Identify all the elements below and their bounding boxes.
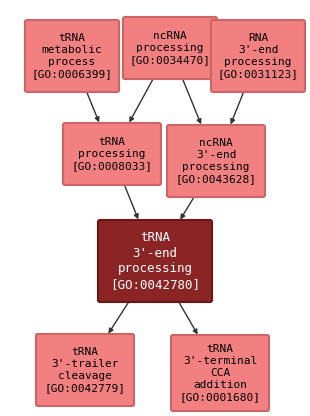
Text: RNA
3'-end
processing
[GO:0031123]: RNA 3'-end processing [GO:0031123] <box>218 33 299 79</box>
Text: tRNA
metabolic
process
[GO:0006399]: tRNA metabolic process [GO:0006399] <box>32 33 113 79</box>
FancyBboxPatch shape <box>98 220 212 302</box>
FancyBboxPatch shape <box>167 125 265 197</box>
FancyBboxPatch shape <box>171 335 269 411</box>
Text: tRNA
processing
[GO:0008033]: tRNA processing [GO:0008033] <box>72 137 153 171</box>
FancyBboxPatch shape <box>36 334 134 406</box>
FancyBboxPatch shape <box>211 20 305 92</box>
Text: ncRNA
processing
[GO:0034470]: ncRNA processing [GO:0034470] <box>130 31 210 65</box>
Text: tRNA
3'-terminal
CCA
addition
[GO:0001680]: tRNA 3'-terminal CCA addition [GO:000168… <box>179 344 260 402</box>
Text: tRNA
3'-trailer
cleavage
[GO:0042779]: tRNA 3'-trailer cleavage [GO:0042779] <box>45 347 126 393</box>
Text: ncRNA
3'-end
processing
[GO:0043628]: ncRNA 3'-end processing [GO:0043628] <box>175 138 256 184</box>
FancyBboxPatch shape <box>63 123 161 185</box>
FancyBboxPatch shape <box>25 20 119 92</box>
Text: tRNA
3'-end
processing
[GO:0042780]: tRNA 3'-end processing [GO:0042780] <box>110 231 200 291</box>
FancyBboxPatch shape <box>123 17 217 79</box>
